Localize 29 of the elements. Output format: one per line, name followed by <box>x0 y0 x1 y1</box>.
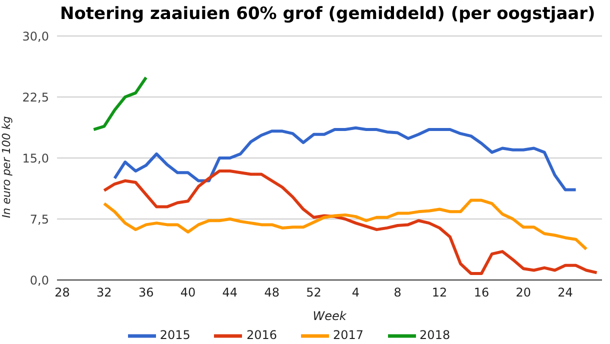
line-series <box>102 170 598 275</box>
y-tick-label: 0,0 <box>30 273 49 288</box>
y-tick-label: 15,0 <box>22 151 49 166</box>
line-series <box>113 126 578 192</box>
x-tick-label: 36 <box>138 286 154 300</box>
x-tick-label: 16 <box>474 286 490 300</box>
x-tick-label: 40 <box>180 286 196 300</box>
x-tick-label: 52 <box>306 286 322 300</box>
legend-label: 2015 <box>160 328 190 342</box>
y-tick-label: 7,5 <box>30 212 49 226</box>
y-tick-label: 30,0 <box>22 29 49 44</box>
x-tick-label: 28 <box>54 286 70 300</box>
x-tick-label: 44 <box>222 286 238 300</box>
line-series <box>92 76 148 132</box>
y-tick-label: 22,5 <box>22 90 49 104</box>
chart-title: Notering zaaiuien 60% grof (gemiddeld) (per oogstjaar) <box>60 4 596 24</box>
legend-label: 2016 <box>246 328 277 342</box>
x-tick-label: 8 <box>394 286 402 300</box>
line-series <box>102 198 588 251</box>
legend-label: 2018 <box>420 328 450 342</box>
x-tick-label: 20 <box>516 286 532 300</box>
x-tick-label: 12 <box>432 286 448 300</box>
x-tick-label: 32 <box>96 286 112 300</box>
x-tick-label: 4 <box>352 286 360 300</box>
x-tick-label: 48 <box>264 286 280 300</box>
x-axis-title: Week <box>312 309 348 323</box>
legend-label: 2017 <box>333 328 364 342</box>
x-tick-label: 24 <box>558 286 573 300</box>
y-axis-title: In euro per 100 kg <box>0 116 13 218</box>
